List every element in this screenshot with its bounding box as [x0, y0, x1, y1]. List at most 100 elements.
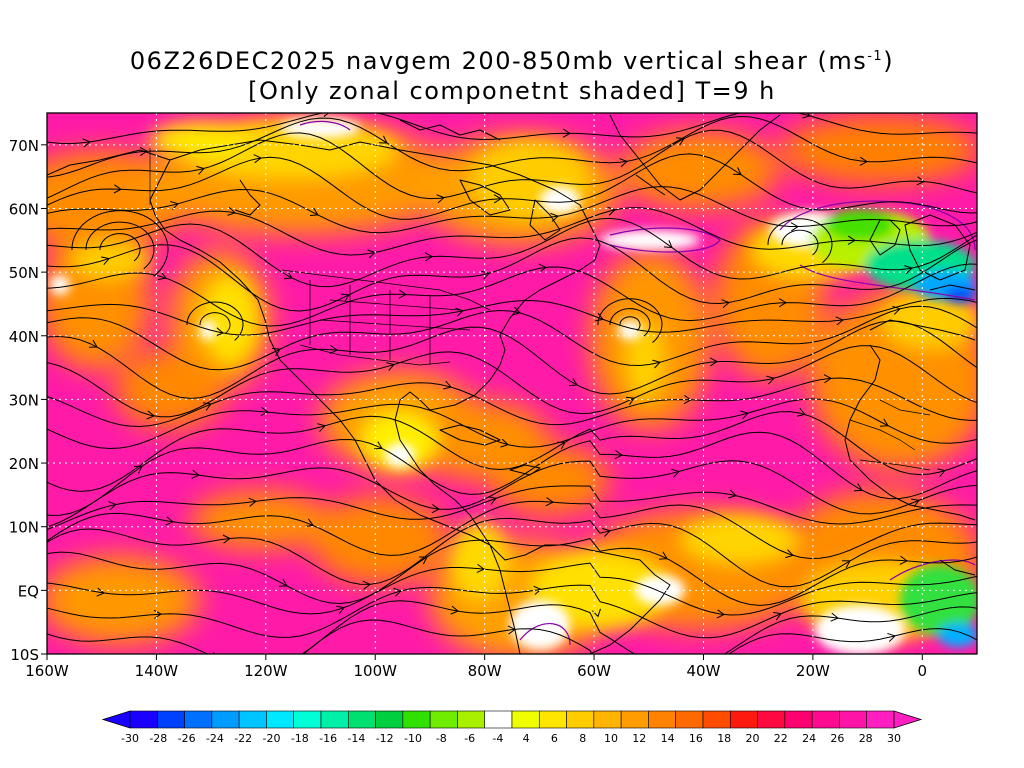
streamline-arrow	[892, 305, 901, 315]
streamline-arrow	[732, 167, 742, 176]
streamline-arrow	[317, 423, 326, 432]
colorbar-label: -22	[234, 732, 252, 745]
lon-tick-label: 80W	[468, 662, 502, 680]
streamline-arrow	[101, 256, 110, 266]
streamline	[47, 186, 977, 234]
streamline-arrow	[165, 516, 174, 526]
streamline	[47, 263, 977, 327]
streamline	[47, 538, 977, 606]
colorbar-swatch	[320, 710, 349, 729]
coastlines	[47, 114, 976, 654]
lon-tick-label: 20W	[796, 662, 830, 680]
colorbar-swatch	[484, 710, 513, 729]
streamline-arrow	[619, 158, 628, 168]
streamline-eddy	[199, 312, 231, 334]
colorbar-label: 28	[859, 732, 873, 745]
plot-title-line2: [Only zonal componetnt shaded] T=9 h	[248, 77, 776, 105]
colorbar-label: -6	[464, 732, 475, 745]
colorbar-label: -4	[492, 732, 503, 745]
lat-tick-label: 10N	[9, 519, 39, 537]
streamline-arrow	[248, 497, 257, 507]
streamline-arrow	[139, 146, 148, 157]
streamline-arrow	[215, 327, 224, 337]
streamline-arrow	[340, 293, 350, 302]
streamline	[47, 297, 977, 336]
streamline	[47, 305, 977, 371]
streamline-eddy	[186, 301, 244, 341]
zero-shear-contours	[299, 120, 976, 646]
streamline-arrow	[424, 252, 433, 262]
lon-tick-label: 120W	[244, 662, 288, 680]
streamline-arrow	[533, 585, 542, 595]
map-panel	[47, 113, 977, 697]
streamline-arrow	[859, 156, 868, 166]
colorbar-swatch	[184, 710, 213, 729]
streamline-arrow	[648, 689, 655, 697]
colorbar-swatch	[566, 710, 595, 729]
colorbar-swatch	[457, 710, 486, 729]
colorbar-low-extension	[101, 710, 131, 729]
streamline	[47, 345, 977, 418]
colorbar-swatch	[266, 710, 295, 729]
lat-tick-label: EQ	[18, 582, 39, 600]
streamline	[47, 237, 977, 312]
colorbar-swatch	[729, 710, 758, 729]
colorbar-label: -28	[149, 732, 167, 745]
streamline-eddy	[619, 316, 641, 331]
streamline-arrow	[278, 578, 288, 587]
streamline-arrow	[785, 549, 794, 559]
colorbar-label: 20	[746, 732, 760, 745]
streamline-arrow	[455, 307, 464, 317]
streamline-arrow	[170, 201, 179, 210]
lat-tick-label: 40N	[9, 328, 39, 346]
streamline-eddy	[85, 221, 155, 270]
streamline-arrow	[398, 289, 407, 299]
streamline-arrow	[443, 380, 452, 390]
lon-tick-label: 100W	[354, 662, 398, 680]
colorbar-swatch	[593, 710, 622, 729]
colorbar-swatch	[429, 710, 458, 729]
streamline-arrow	[158, 271, 167, 280]
streamline	[47, 153, 977, 220]
colorbar-swatch	[702, 710, 731, 729]
lon-tick-label: 40W	[687, 662, 721, 680]
colorbar-swatch	[784, 710, 813, 729]
streamline-eddy	[609, 308, 651, 337]
colorbar-label: -20	[263, 732, 281, 745]
streamline-arrow	[716, 609, 725, 619]
streamline-arrow	[790, 222, 799, 232]
colorbar-label: 22	[774, 732, 788, 745]
streamline-arrow	[222, 534, 231, 544]
colorbar-swatch	[402, 710, 431, 729]
streamline-arrow	[847, 235, 856, 245]
streamline-arrow	[538, 263, 547, 273]
lat-tick-label: 20N	[9, 455, 39, 473]
colorbar-swatch	[538, 710, 567, 729]
streamline	[47, 115, 977, 178]
colorbar-swatch	[511, 710, 540, 729]
streamline-arrow	[323, 113, 330, 118]
colorbar-label: 12	[632, 732, 646, 745]
streamline-arrow	[887, 633, 896, 642]
streamline-arrow	[227, 206, 236, 216]
streamline-arrow	[625, 396, 635, 405]
streamline	[47, 398, 977, 450]
streamline-eddy	[71, 210, 169, 277]
colorbar-swatch	[293, 710, 322, 729]
lon-tick-label: 60W	[577, 662, 611, 680]
streamline-arrow	[766, 375, 775, 385]
colorbar-label: 4	[523, 732, 530, 745]
colorbar-swatch	[129, 710, 158, 729]
streamline-arrow	[373, 441, 383, 450]
streamline-arrow	[436, 194, 445, 204]
lat-tick-label: 60N	[9, 200, 39, 218]
title-superscript: -1	[867, 49, 884, 64]
map-frame	[46, 112, 978, 655]
streamline-arrow	[709, 357, 718, 367]
streamline-arrow	[652, 359, 661, 369]
streamline	[47, 431, 977, 516]
streamline	[47, 500, 977, 560]
colorbar-label: 30	[887, 732, 901, 745]
colorbar-label: -30	[121, 732, 139, 745]
streamline	[47, 320, 977, 399]
